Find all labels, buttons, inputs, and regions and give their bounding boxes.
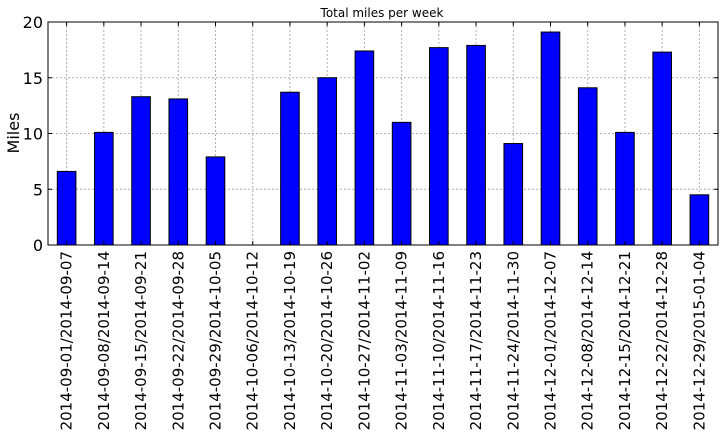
- x-tick-label: 2014-12-01/2014-12-07: [542, 251, 560, 430]
- y-tick-label: 0: [33, 236, 43, 255]
- y-axis-ticks: 0 5 10 15 20: [23, 13, 718, 255]
- bars: [56, 31, 710, 246]
- bar: [317, 77, 337, 246]
- bar: [280, 91, 300, 246]
- x-tick-label: 2014-10-27/2014-11-02: [355, 251, 373, 430]
- x-tick-label: 2014-12-22/2014-12-28: [653, 251, 671, 430]
- x-tick-label: 2014-10-06/2014-10-12: [244, 251, 262, 430]
- y-tick-label: 5: [33, 180, 43, 199]
- x-axis-ticks: 2014-09-01/2014-09-07 2014-09-08/2014-09-…: [58, 22, 708, 430]
- bar: [652, 51, 672, 246]
- bar: [354, 50, 375, 246]
- bar: [94, 131, 114, 246]
- bar: [540, 31, 561, 246]
- x-tick-label: 2014-09-15/2014-09-21: [132, 251, 150, 430]
- bar: [615, 131, 635, 246]
- y-tick-label: 15: [23, 69, 43, 88]
- x-tick-label: 2014-09-22/2014-09-28: [169, 251, 187, 430]
- bar: [205, 156, 226, 246]
- x-tick-label: 2014-10-20/2014-10-26: [318, 251, 336, 430]
- bar: [689, 194, 710, 246]
- x-tick-label: 2014-09-29/2014-10-05: [207, 251, 225, 430]
- y-tick-label: 10: [23, 125, 43, 144]
- bar: [503, 143, 524, 246]
- x-tick-label: 2014-09-08/2014-09-14: [95, 251, 113, 430]
- x-tick-label: 2014-12-15/2014-12-21: [616, 251, 634, 430]
- x-tick-label: 2014-11-17/2014-11-23: [467, 251, 485, 430]
- bar: [466, 44, 486, 246]
- y-axis-label: Miles: [4, 113, 23, 154]
- bar: [429, 47, 449, 246]
- x-tick-label: 2014-09-01/2014-09-07: [58, 251, 76, 430]
- x-tick-label: 2014-11-24/2014-11-30: [504, 251, 522, 430]
- y-tick-label: 20: [23, 13, 43, 32]
- x-tick-label: 2014-11-03/2014-11-09: [393, 251, 411, 430]
- bar: [391, 121, 412, 246]
- bar: [131, 96, 151, 246]
- x-tick-label: 2014-11-10/2014-11-16: [430, 251, 448, 430]
- bar: [168, 98, 189, 246]
- x-tick-label: 2014-10-13/2014-10-19: [281, 251, 299, 430]
- x-tick-label: 2014-12-29/2015-01-04: [690, 251, 708, 430]
- bar: [56, 170, 77, 246]
- chart-title: Total miles per week: [320, 6, 444, 20]
- x-tick-label: 2014-12-08/2014-12-14: [579, 251, 597, 430]
- bar: [577, 87, 598, 246]
